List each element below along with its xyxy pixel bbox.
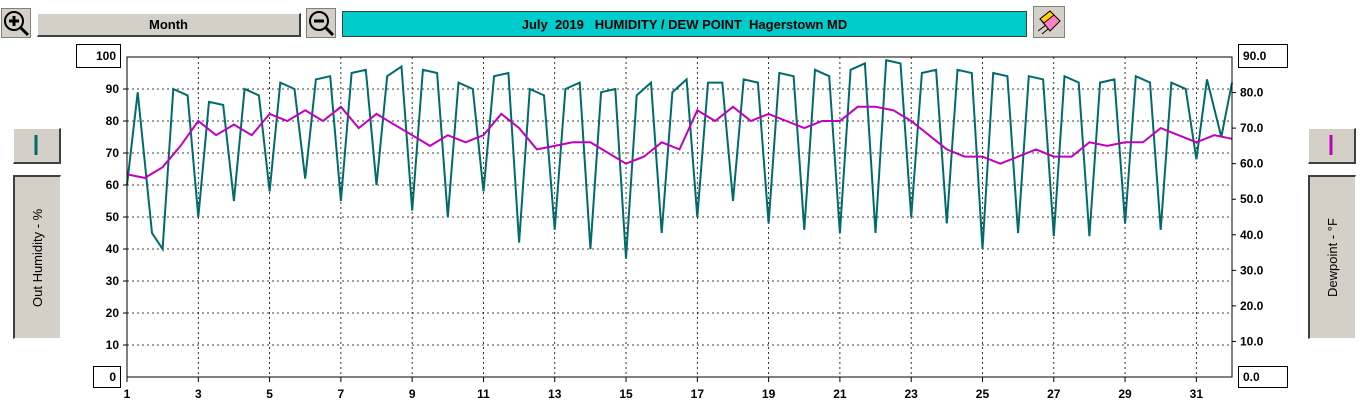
right-tick-label: 30.0 (1240, 263, 1264, 277)
zoom-in-button[interactable] (1, 8, 31, 38)
zoom-out-icon (309, 11, 335, 37)
left-tick-label: 40 (106, 242, 120, 256)
x-tick-label: 27 (1047, 387, 1061, 401)
right-tick-label: 50.0 (1240, 192, 1264, 206)
humidity-color-button[interactable] (13, 128, 61, 164)
left-tick-label: 50 (106, 210, 120, 224)
chart-title: July 2019 HUMIDITY / DEW POINT Hagerstow… (342, 11, 1027, 37)
left-tick-label: 80 (106, 114, 120, 128)
x-tick-label: 23 (905, 387, 919, 401)
x-tick-label: 31 (1190, 387, 1204, 401)
right-tick-label: 60.0 (1240, 157, 1264, 171)
x-tick-label: 13 (548, 387, 562, 401)
left-tick-label: 20 (106, 306, 120, 320)
dewpoint-series-line (126, 105, 1233, 179)
right-tick-label: 80.0 (1240, 86, 1264, 100)
left-tick-label: 70 (106, 146, 120, 160)
x-tick-label: 3 (195, 387, 202, 401)
x-tick-label: 1 (124, 387, 131, 401)
right-tick-label: 40.0 (1240, 228, 1264, 242)
left-axis-min[interactable]: 0 (93, 366, 121, 388)
eraser-icon (1037, 10, 1061, 35)
clear-button[interactable] (1033, 6, 1065, 38)
humidity-series-line (126, 58, 1233, 259)
zoom-in-icon (4, 11, 30, 37)
range-select-button[interactable]: Month (37, 13, 301, 37)
humidity-line-swatch-icon (34, 135, 38, 155)
right-tick-label: 70.0 (1240, 121, 1264, 135)
x-tick-label: 9 (409, 387, 416, 401)
x-tick-label: 5 (266, 387, 273, 401)
x-tick-label: 19 (762, 387, 776, 401)
left-tick-label: 90 (106, 82, 120, 96)
right-tick-label: 10.0 (1240, 334, 1264, 348)
x-tick-label: 21 (833, 387, 847, 401)
x-tick-label: 17 (691, 387, 705, 401)
left-tick-label: 30 (106, 274, 120, 288)
dewpoint-color-button[interactable] (1308, 128, 1356, 164)
right-axis-max[interactable]: 90.0 (1238, 44, 1288, 68)
right-tick-label: 20.0 (1240, 299, 1264, 313)
dewpoint-line-swatch-icon (1329, 135, 1333, 155)
x-tick-label: 29 (1118, 387, 1132, 401)
left-tick-label: 60 (106, 178, 120, 192)
left-axis-max[interactable]: 100 (76, 44, 121, 68)
zoom-out-button[interactable] (306, 8, 336, 38)
x-tick-label: 25 (976, 387, 990, 401)
x-tick-label: 7 (338, 387, 345, 401)
x-tick-label: 11 (477, 387, 490, 401)
right-axis-min[interactable]: 0.0 (1238, 366, 1288, 388)
x-tick-label: 15 (619, 387, 633, 401)
left-tick-label: 10 (106, 338, 120, 352)
